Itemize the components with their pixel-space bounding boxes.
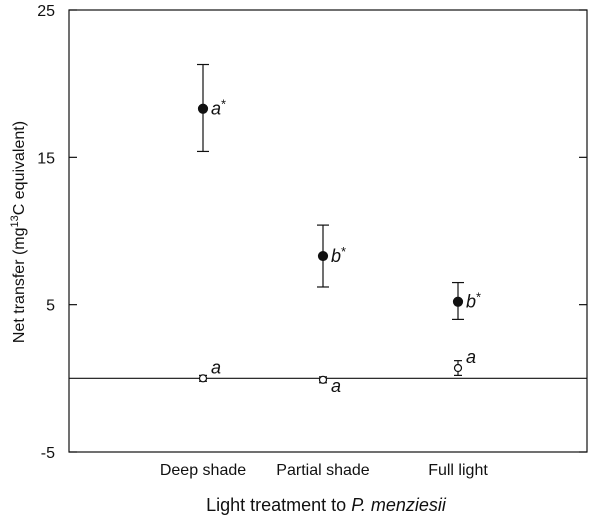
significance-label: a	[331, 376, 341, 396]
x-axis-title-species: P. menziesii	[351, 495, 447, 515]
significance-letter: a	[211, 357, 221, 377]
data-point-filled	[317, 250, 329, 262]
x-axis-title: Light treatment to P. menziesii	[206, 495, 447, 515]
data-point-open	[198, 374, 208, 383]
significance-label: a*	[211, 97, 226, 119]
significance-letter: a	[466, 347, 476, 367]
y-axis-title-after: C equivalent)	[11, 121, 28, 215]
y-axis-title-before: Net transfer (mg	[11, 227, 28, 343]
x-category-label: Deep shade	[160, 462, 246, 479]
significance-letter: a	[331, 376, 341, 396]
y-tick-label: -5	[41, 445, 55, 462]
data-point-filled	[197, 103, 209, 114]
y-axis-title: Net transfer (mg13C equivalent)	[9, 121, 28, 343]
significance-label: a	[211, 357, 221, 377]
x-category-label: Partial shade	[276, 462, 369, 479]
significance-letter: b	[331, 246, 341, 266]
y-axis-title-sup: 13	[9, 215, 21, 227]
y-tick-label: 5	[46, 298, 55, 315]
x-category-label: Full light	[428, 462, 488, 479]
significance-label: b*	[331, 244, 346, 266]
significance-letter: b	[466, 292, 476, 312]
significance-label: a	[466, 347, 476, 367]
significance-star: *	[341, 244, 346, 259]
significance-label: b*	[466, 290, 481, 312]
significance-star: *	[476, 290, 481, 305]
y-tick-label: 25	[37, 3, 55, 20]
y-tick-label: 15	[37, 150, 55, 167]
data-point-open	[318, 375, 328, 384]
significance-star: *	[221, 97, 226, 112]
significance-letter: a	[211, 99, 221, 119]
data-point-filled	[452, 296, 464, 307]
x-axis-title-prefix: Light treatment to	[206, 495, 351, 515]
data-point-open	[453, 363, 463, 373]
plot-frame	[68, 9, 588, 453]
